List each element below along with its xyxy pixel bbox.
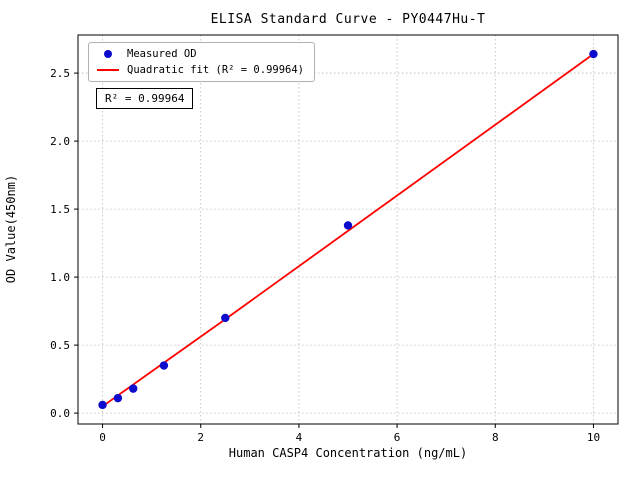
- y-tick-label: 1.5: [50, 203, 70, 216]
- chart-title: ELISA Standard Curve - PY0447Hu-T: [210, 12, 486, 27]
- quadratic-fit-marker-icon: [97, 69, 119, 71]
- x-tick-label: 10: [587, 431, 600, 444]
- axes-border: [77, 34, 619, 425]
- y-tick-label: 2.0: [50, 135, 70, 148]
- legend-item-quadratic-fit: Quadratic fit (R² = 0.99964): [97, 64, 304, 76]
- legend-label-measured-od: Measured OD: [127, 48, 197, 60]
- x-tick-label: 6: [394, 431, 401, 444]
- x-tick-label: 8: [492, 431, 499, 444]
- x-tick-label: 0: [99, 431, 106, 444]
- x-tick-label: 2: [197, 431, 204, 444]
- r-squared-annotation: R² = 0.99964: [96, 88, 194, 109]
- data-point: [129, 384, 138, 393]
- y-tick-label: 2.5: [50, 67, 70, 80]
- legend-item-measured-od: Measured OD: [97, 48, 304, 60]
- y-tick-label: 0.5: [50, 339, 70, 352]
- legend: Measured OD Quadratic fit (R² = 0.99964): [88, 42, 316, 82]
- data-point: [98, 400, 107, 410]
- y-tick-label: 1.0: [50, 271, 70, 284]
- x-tick-label: 4: [296, 431, 303, 444]
- x-axis-label: Human CASP4 Concentration (ng/mL): [228, 446, 468, 460]
- data-point: [343, 221, 353, 230]
- data-point: [159, 361, 169, 370]
- y-axis-label: OD Value(450nm): [4, 174, 18, 284]
- y-tick-label: 0.0: [50, 407, 70, 420]
- legend-label-quadratic-fit: Quadratic fit (R² = 0.99964): [127, 64, 305, 76]
- data-point: [221, 313, 230, 323]
- data-point: [113, 393, 123, 403]
- data-point: [589, 49, 598, 59]
- measured-od-marker-icon: [104, 50, 112, 58]
